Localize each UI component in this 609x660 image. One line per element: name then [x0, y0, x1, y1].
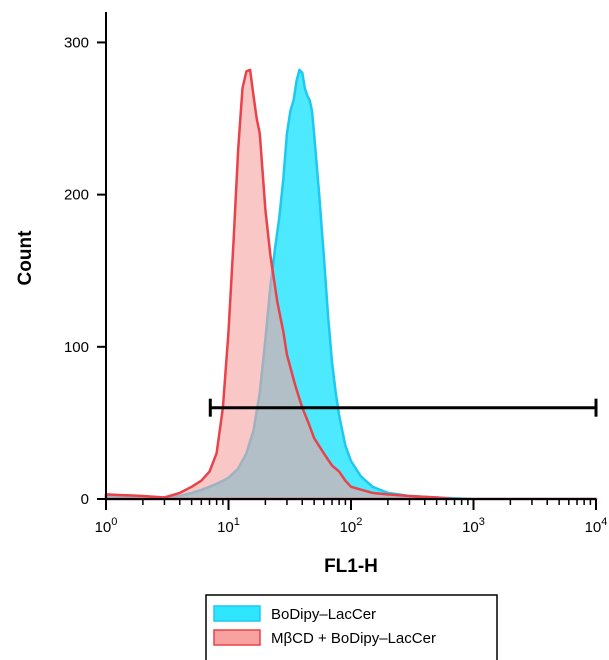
y-tick-label: 100: [64, 339, 89, 356]
legend-label-bodipy: BoDipy–LacCer: [271, 606, 376, 623]
tick-labels: 0 100 200 300 100 101 102 103 104: [64, 34, 607, 536]
legend-box: [205, 594, 498, 660]
legend-label-mbcd: MβCD + BoDipy–LacCer: [271, 630, 436, 647]
gate-marker: [208, 398, 598, 417]
series-area-1: [104, 68, 598, 501]
series-area-2: [104, 68, 598, 501]
y-tick-label: 200: [64, 187, 89, 204]
y-axis-title: Count: [15, 230, 36, 286]
x-tick-label: 100: [95, 516, 118, 536]
axes: [105, 12, 596, 500]
x-axis-title: FL1-H: [324, 556, 378, 577]
legend-swatch-mbcd: [213, 629, 261, 646]
y-tick-label: 0: [81, 491, 89, 508]
x-tick-label: 102: [340, 516, 363, 536]
y-tick-label: 300: [64, 34, 89, 51]
x-tick-label: 103: [462, 516, 485, 536]
legend: BoDipy–LacCer MβCD + BoDipy–LacCer: [205, 594, 498, 660]
x-tick-label: 101: [217, 516, 240, 536]
legend-swatch-bodipy: [213, 605, 261, 622]
tick-marks: [97, 41, 597, 510]
series-layer: [104, 68, 598, 501]
x-tick-label: 104: [585, 516, 608, 536]
